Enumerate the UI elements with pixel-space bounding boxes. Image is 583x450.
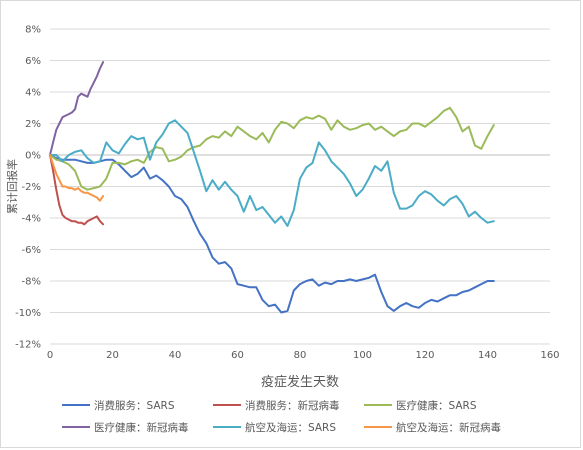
legend-item: 航空及海运：新冠病毒 — [364, 421, 501, 434]
x-tick-label: 40 — [169, 350, 182, 361]
x-tick-label: 0 — [47, 350, 53, 361]
y-tick-label: -10% — [15, 308, 41, 319]
y-tick-label: 2% — [25, 119, 41, 130]
legend-label: 航空及海运：新冠病毒 — [396, 421, 501, 434]
y-tick-label: 4% — [25, 88, 41, 99]
legend: 消费服务：SARS 消费服务：新冠病毒 医疗健康：SARS 医疗健康：新冠病毒 航空及海… — [62, 399, 501, 434]
series-line — [49, 154, 105, 202]
legend-label: 消费服务：新冠病毒 — [245, 399, 340, 412]
legend-item: 航空及海运：SARS — [213, 421, 336, 434]
y-tick-label: 6% — [25, 56, 41, 67]
y-tick-label: -6% — [22, 245, 41, 256]
series-line — [49, 106, 495, 191]
x-tick-label: 120 — [415, 350, 434, 361]
legend-label: 医疗健康：新冠病毒 — [94, 421, 189, 434]
gridlines — [50, 28, 550, 345]
y-tick-label: -4% — [22, 214, 41, 225]
x-tick-label: 60 — [231, 350, 244, 361]
legend-label: 航空及海运：SARS — [245, 421, 336, 434]
x-tick-label: 160 — [540, 350, 559, 361]
y-tick-label: 0% — [25, 151, 41, 162]
y-axis-title: 累计回报率 — [5, 159, 19, 214]
legend-label: 医疗健康：SARS — [396, 399, 477, 412]
series-line — [49, 154, 495, 314]
series-line — [49, 61, 105, 156]
legend-item: 消费服务：新冠病毒 — [213, 399, 340, 412]
y-axis-ticks: 8% 6% 4% 2% 0% -2% -4% -6% -8% -10% -12% — [15, 25, 41, 351]
series-line — [49, 154, 105, 226]
x-axis-title: 疫症发生天数 — [261, 374, 339, 390]
y-tick-label: -2% — [22, 182, 41, 193]
y-tick-label: 8% — [25, 25, 41, 36]
series-line — [49, 119, 495, 227]
x-tick-label: 100 — [353, 350, 372, 361]
y-tick-label: -12% — [15, 340, 41, 351]
x-axis-ticks: 0 20 40 60 80 100 120 140 160 — [47, 350, 560, 361]
x-tick-label: 20 — [106, 350, 119, 361]
legend-label: 消费服务：SARS — [94, 399, 175, 412]
legend-item: 医疗健康：SARS — [364, 399, 477, 412]
x-tick-label: 140 — [478, 350, 497, 361]
series-lines — [49, 61, 495, 314]
x-tick-label: 80 — [294, 350, 307, 361]
y-tick-label: -8% — [22, 277, 41, 288]
legend-item: 消费服务：SARS — [62, 399, 175, 412]
legend-item: 医疗健康：新冠病毒 — [62, 421, 189, 434]
